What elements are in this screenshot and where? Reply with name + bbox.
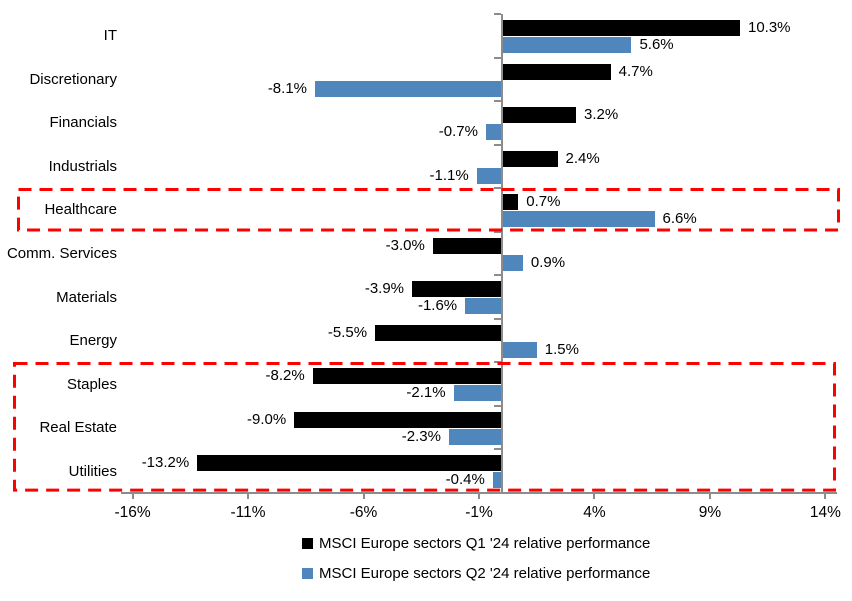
bar-q2 [465,298,503,315]
legend-label-q1: MSCI Europe sectors Q1 '24 relative perf… [319,535,651,552]
data-label: -0.7% [438,123,478,141]
y-axis-tick [494,274,502,277]
y-axis-tick [494,361,502,364]
data-label: 2.4% [565,149,600,167]
bar-q2 [502,254,523,271]
category-label: Comm. Services [6,244,117,262]
legend-label-q2: MSCI Europe sectors Q2 '24 relative perf… [319,565,651,582]
y-axis-tick [494,56,502,59]
category-label: Healthcare [44,201,117,219]
q2-legend-swatch-icon [302,568,313,579]
bar-q1 [502,107,576,124]
data-label: -8.1% [267,79,307,97]
y-axis-tick [494,100,502,103]
y-axis-tick [494,448,502,451]
y-axis [501,14,504,493]
data-label: -5.5% [327,323,368,341]
highlight-box-healthcare [17,188,840,232]
bar-q1 [412,281,503,298]
data-label: -8.2% [265,367,305,385]
category-label: Real Estate [39,419,117,437]
bar-q2 [485,124,503,141]
data-label: -2.3% [401,427,441,445]
x-axis-tick [478,493,480,499]
x-axis-tick [824,493,827,499]
category-label: Industrials [48,157,117,175]
data-label: -9.0% [247,410,287,428]
bar-q1 [502,150,558,167]
x-tick-label: -11% [230,504,266,521]
category-label: Financials [49,114,117,132]
data-label: 4.7% [618,62,653,80]
bar-q1 [375,324,503,341]
x-axis-tick [708,493,711,499]
y-axis-tick [494,492,502,494]
data-label: 5.6% [639,36,674,53]
category-label: Discretionary [29,70,117,88]
x-tick-label: 4% [583,504,606,521]
data-label: -1.6% [417,297,458,315]
x-tick-label: -1% [465,504,493,521]
bar-q2 [502,211,655,228]
y-axis-tick [494,143,502,146]
bar-q2 [502,341,537,358]
data-label: -3.0% [385,236,425,254]
x-tick-label: -6% [349,504,378,521]
data-label: 10.3% [747,19,791,36]
x-axis-tick [362,493,365,499]
q1-legend-swatch-icon [302,538,313,549]
category-label: IT [103,27,117,45]
x-tick-label: -16% [114,504,151,521]
bar-q2 [502,37,632,53]
x-tick-label: 14% [809,504,841,521]
bar-q1 [502,194,519,211]
bar-q1 [294,411,503,428]
bar-q1 [502,20,740,36]
x-axis-tick [593,493,596,499]
bar-q1 [197,455,503,472]
bar-q1 [502,63,611,80]
bar-q1 [312,368,503,385]
category-label: Energy [69,332,117,350]
data-label: 0.9% [530,253,566,271]
y-axis-tick [494,230,502,233]
x-axis-tick [247,493,250,499]
x-tick-label: 9% [698,504,722,521]
data-label: -3.9% [364,280,405,298]
legend-item-q2: MSCI Europe sectors Q2 '24 relative perf… [302,565,650,582]
bar-q1 [432,237,503,254]
data-label: -2.1% [406,384,446,402]
y-axis-tick [494,13,502,15]
category-label: Materials [56,288,117,306]
y-axis-tick [494,317,502,320]
bar-q2 [476,167,503,184]
data-label: 0.7% [526,193,561,211]
bar-q2 [448,428,503,445]
y-axis-tick [494,404,502,407]
legend-item-q1: MSCI Europe sectors Q1 '24 relative perf… [302,535,650,552]
data-label: -1.1% [429,166,469,184]
x-axis-tick [131,493,134,499]
data-label: -0.4% [445,471,485,489]
category-label: Staples [66,375,117,393]
data-label: 6.6% [662,210,697,228]
data-label: 3.2% [584,106,619,124]
y-axis-tick [494,187,502,190]
bar-q2 [315,80,503,97]
data-label: -13.2% [141,454,190,472]
bar-q2 [453,385,503,402]
data-label: 1.5% [544,340,579,358]
